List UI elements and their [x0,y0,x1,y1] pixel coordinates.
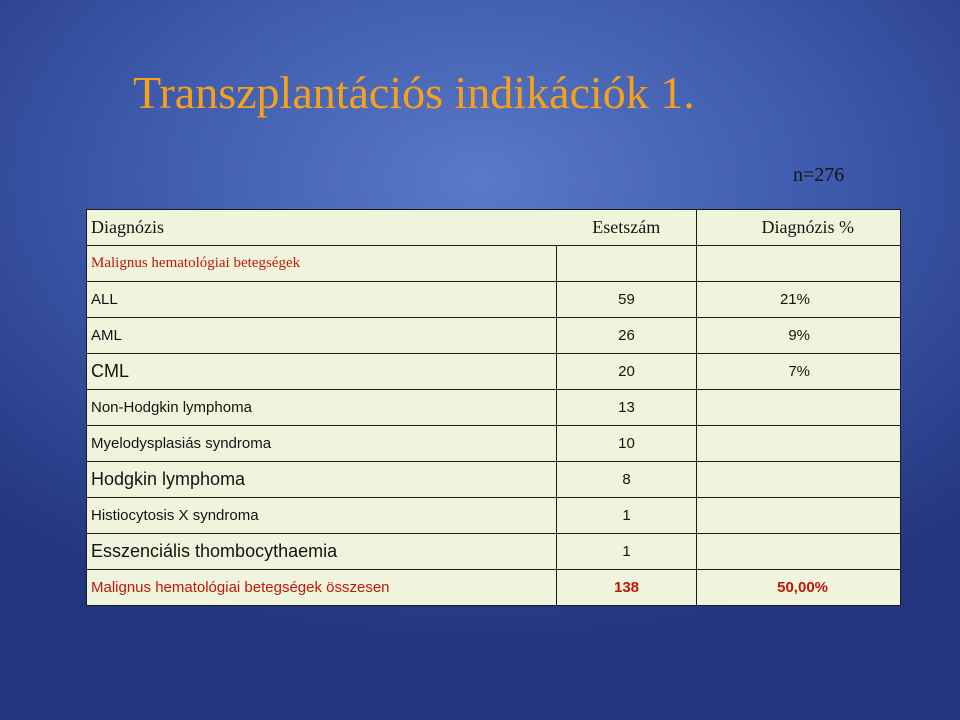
row-diagnosis: ALL [86,281,557,318]
table-row: Histiocytosis X syndroma 1 [86,497,901,534]
header-diagnosis: Diagnózis [86,209,557,246]
row-count: 1 [556,497,697,534]
total-percent: 50,00% [696,569,901,606]
table-row: Hodgkin lymphoma 8 [86,461,901,498]
total-row: Malignus hematológiai betegségek összese… [86,569,901,606]
row-diagnosis: Hodgkin lymphoma [86,461,557,498]
sample-size-label: n=276 [793,164,845,186]
header-count: Esetszám [556,209,697,246]
row-diagnosis: Histiocytosis X syndroma [86,497,557,534]
table-row: Esszenciális thombocythaemia 1 [86,533,901,570]
group-row: Malignus hematológiai betegségek [86,245,901,282]
table-row: AML 26 9% [86,317,901,354]
row-count: 26 [556,317,697,354]
row-count: 10 [556,425,697,462]
row-diagnosis: CML [86,353,557,390]
total-count: 138 [556,569,697,606]
row-count: 13 [556,389,697,426]
header-row: Diagnózis Esetszám Diagnózis % [86,209,901,246]
total-label: Malignus hematológiai betegségek összese… [86,569,557,606]
row-diagnosis: Non-Hodgkin lymphoma [86,389,557,426]
row-count: 59 [556,281,697,318]
row-percent [696,461,901,498]
row-diagnosis: AML [86,317,557,354]
row-percent: 21% [696,281,901,318]
group-label: Malignus hematológiai betegségek [86,245,557,282]
indications-table: Diagnózis Esetszám Diagnózis % Malignus … [86,209,901,606]
row-percent [696,533,901,570]
row-count: 20 [556,353,697,390]
group-empty-count [556,245,697,282]
row-count: 1 [556,533,697,570]
row-count: 8 [556,461,697,498]
row-percent [696,389,901,426]
table-row: Non-Hodgkin lymphoma 13 [86,389,901,426]
row-percent: 7% [696,353,901,390]
table-row: CML 20 7% [86,353,901,390]
slide-title: Transzplantációs indikációk 1. [133,67,695,118]
row-percent [696,425,901,462]
table-row: Myelodysplasiás syndroma 10 [86,425,901,462]
header-percent: Diagnózis % [696,209,901,246]
group-empty-percent [696,245,901,282]
row-percent [696,497,901,534]
row-diagnosis: Esszenciális thombocythaemia [86,533,557,570]
row-diagnosis: Myelodysplasiás syndroma [86,425,557,462]
row-percent: 9% [696,317,901,354]
table-row: ALL 59 21% [86,281,901,318]
